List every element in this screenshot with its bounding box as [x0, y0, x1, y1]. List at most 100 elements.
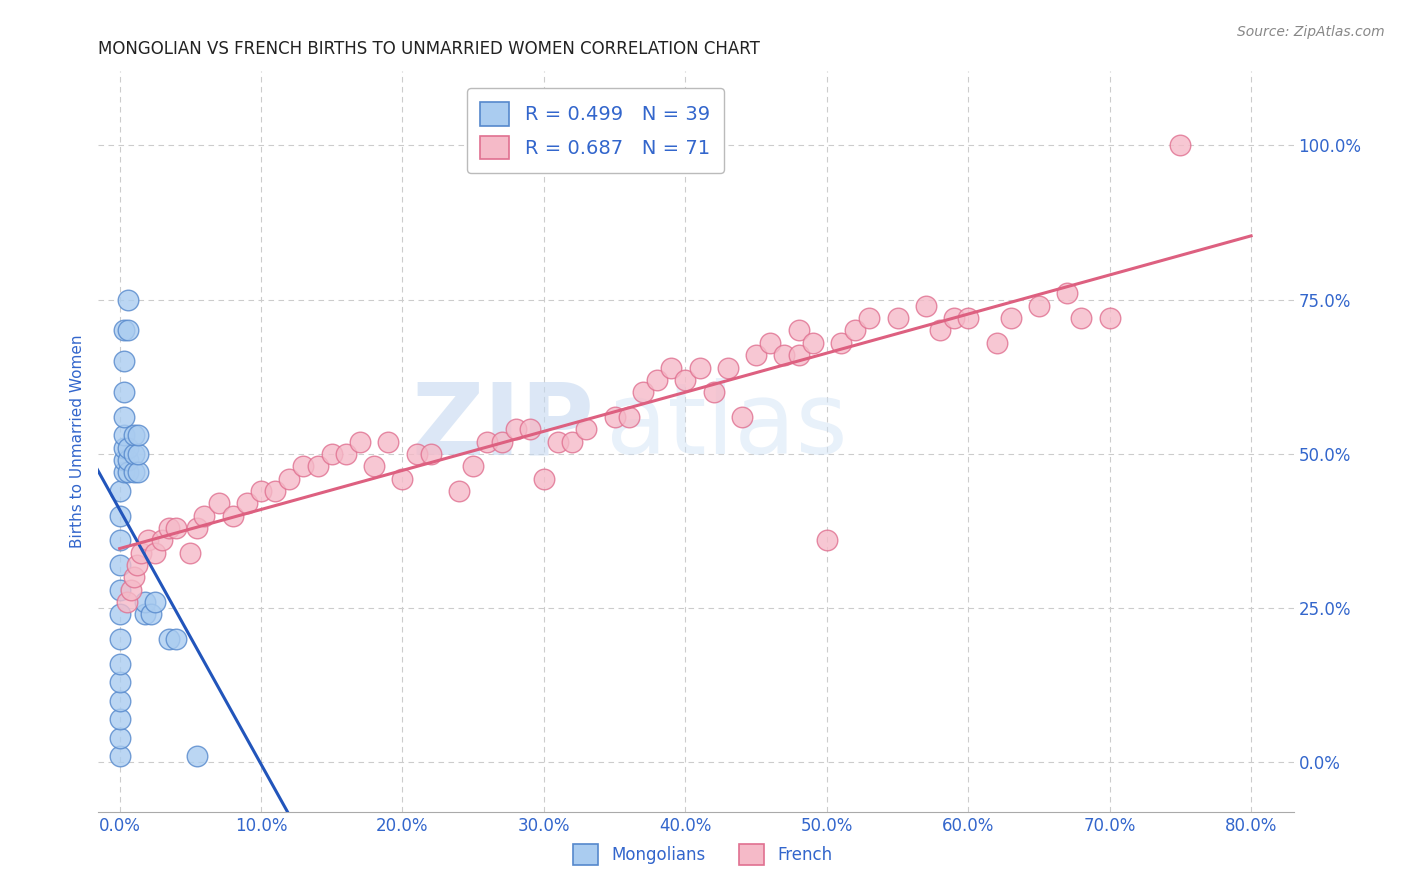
Point — [222, 508, 245, 523]
Point — [143, 545, 166, 560]
Point — [477, 434, 499, 449]
Point — [112, 453, 135, 467]
Point — [717, 360, 740, 375]
Point — [914, 299, 936, 313]
Point — [108, 607, 131, 622]
Point — [264, 483, 287, 498]
Point — [1070, 311, 1092, 326]
Point — [603, 409, 626, 424]
Point — [321, 447, 343, 461]
Point — [561, 434, 583, 449]
Point — [617, 409, 640, 424]
Point — [112, 409, 135, 424]
Point — [405, 447, 427, 461]
Point — [122, 447, 145, 461]
Point — [363, 459, 385, 474]
Point — [759, 335, 782, 350]
Point — [115, 595, 138, 609]
Point — [112, 466, 135, 480]
Point — [127, 466, 149, 480]
Point — [787, 348, 810, 362]
Point — [463, 459, 485, 474]
Point — [112, 441, 135, 455]
Point — [731, 409, 754, 424]
Point — [117, 441, 139, 455]
Point — [108, 508, 131, 523]
Point — [1098, 311, 1121, 326]
Point — [108, 694, 131, 708]
Point — [858, 311, 880, 326]
Point — [1056, 286, 1078, 301]
Point — [122, 466, 145, 480]
Point — [505, 422, 527, 436]
Text: atlas: atlas — [606, 378, 848, 475]
Point — [278, 471, 301, 485]
Point — [112, 428, 135, 442]
Point — [108, 675, 131, 690]
Point — [112, 385, 135, 400]
Point — [117, 324, 139, 338]
Point — [108, 712, 131, 726]
Point — [377, 434, 399, 449]
Point — [575, 422, 598, 436]
Point — [745, 348, 768, 362]
Point — [631, 385, 654, 400]
Point — [122, 428, 145, 442]
Point — [165, 632, 187, 646]
Point — [108, 483, 131, 498]
Point — [108, 582, 131, 597]
Point — [1000, 311, 1022, 326]
Point — [787, 324, 810, 338]
Point — [186, 521, 208, 535]
Point — [127, 428, 149, 442]
Point — [108, 558, 131, 572]
Text: Source: ZipAtlas.com: Source: ZipAtlas.com — [1237, 25, 1385, 39]
Point — [117, 293, 139, 307]
Point — [134, 595, 156, 609]
Point — [519, 422, 541, 436]
Point — [108, 657, 131, 671]
Point — [208, 496, 231, 510]
Point — [659, 360, 682, 375]
Point — [689, 360, 711, 375]
Point — [108, 749, 131, 764]
Point — [134, 607, 156, 622]
Point — [236, 496, 259, 510]
Point — [108, 632, 131, 646]
Point — [349, 434, 371, 449]
Point — [533, 471, 555, 485]
Point — [844, 324, 866, 338]
Point — [801, 335, 824, 350]
Legend: Mongolians, French: Mongolians, French — [564, 834, 842, 875]
Point — [986, 335, 1008, 350]
Point — [1028, 299, 1050, 313]
Point — [143, 595, 166, 609]
Point — [335, 447, 357, 461]
Point — [773, 348, 796, 362]
Point — [943, 311, 966, 326]
Text: MONGOLIAN VS FRENCH BIRTHS TO UNMARRIED WOMEN CORRELATION CHART: MONGOLIAN VS FRENCH BIRTHS TO UNMARRIED … — [98, 40, 761, 58]
Point — [193, 508, 215, 523]
Point — [419, 447, 441, 461]
Point — [122, 570, 145, 584]
Point — [186, 749, 208, 764]
Legend: R = 0.499   N = 39, R = 0.687   N = 71: R = 0.499 N = 39, R = 0.687 N = 71 — [467, 88, 724, 173]
Point — [449, 483, 471, 498]
Point — [886, 311, 908, 326]
Point — [179, 545, 201, 560]
Point — [391, 471, 413, 485]
Point — [136, 533, 159, 548]
Point — [673, 373, 696, 387]
Point — [129, 545, 152, 560]
Point — [157, 632, 180, 646]
Point — [830, 335, 852, 350]
Point — [117, 453, 139, 467]
Point — [547, 434, 569, 449]
Point — [703, 385, 725, 400]
Point — [108, 731, 131, 745]
Point — [108, 533, 131, 548]
Point — [307, 459, 329, 474]
Point — [127, 447, 149, 461]
Point — [112, 354, 135, 368]
Point — [250, 483, 273, 498]
